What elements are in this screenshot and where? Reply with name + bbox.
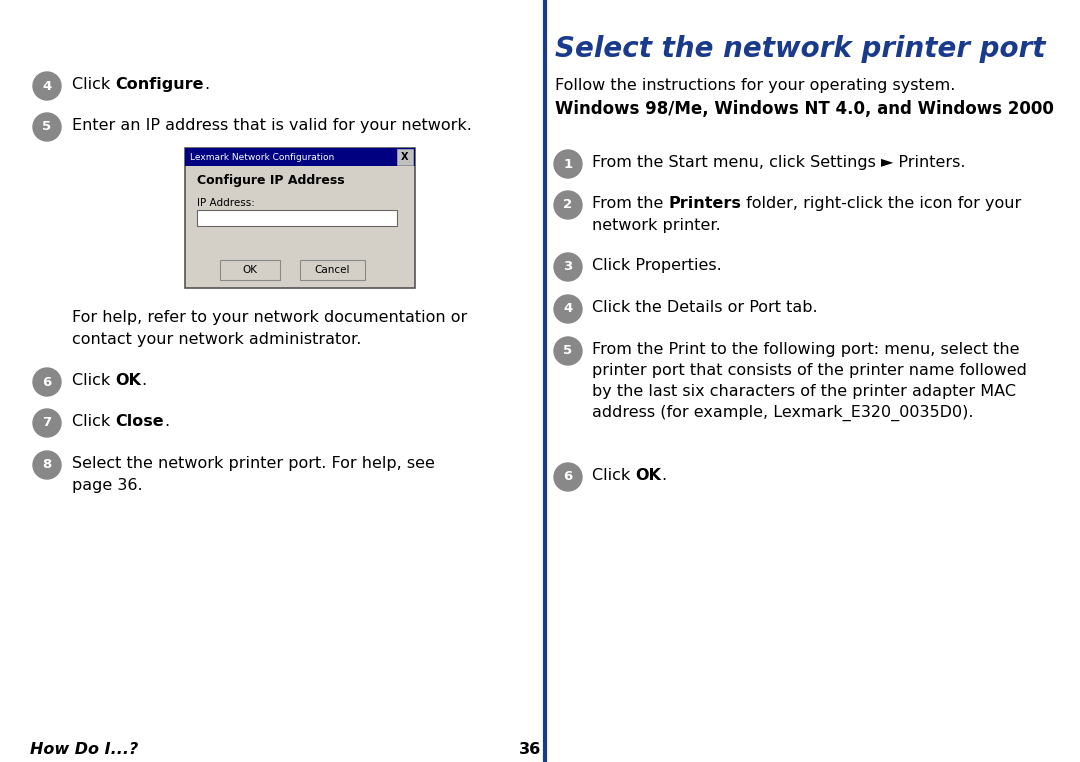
Text: 36: 36 bbox=[518, 742, 541, 757]
Text: IP Address:: IP Address: bbox=[197, 198, 255, 208]
Text: For help, refer to your network documentation or: For help, refer to your network document… bbox=[72, 310, 468, 325]
Text: Printers: Printers bbox=[669, 196, 741, 211]
Text: folder, right-click the icon for your: folder, right-click the icon for your bbox=[741, 196, 1022, 211]
Text: .: . bbox=[204, 77, 210, 92]
Circle shape bbox=[554, 191, 582, 219]
Circle shape bbox=[554, 337, 582, 365]
Bar bbox=[187, 166, 413, 286]
Text: Click: Click bbox=[72, 373, 116, 388]
Text: 6: 6 bbox=[42, 376, 52, 389]
Text: How Do I...?: How Do I...? bbox=[30, 742, 138, 757]
Text: Cancel: Cancel bbox=[314, 265, 350, 275]
Bar bbox=[397, 149, 413, 165]
Text: Windows 98/Me, Windows NT 4.0, and Windows 2000: Windows 98/Me, Windows NT 4.0, and Windo… bbox=[555, 100, 1054, 118]
Bar bbox=[220, 260, 280, 280]
Text: Close: Close bbox=[116, 414, 164, 429]
Text: Click: Click bbox=[72, 414, 116, 429]
Circle shape bbox=[554, 295, 582, 323]
Text: printer port that consists of the printer name followed: printer port that consists of the printe… bbox=[592, 363, 1027, 378]
Text: From the Start menu, click Settings ► Printers.: From the Start menu, click Settings ► Pr… bbox=[592, 155, 966, 170]
Text: network printer.: network printer. bbox=[592, 218, 720, 233]
Bar bbox=[197, 210, 397, 226]
Text: 2: 2 bbox=[564, 198, 572, 212]
Text: contact your network administrator.: contact your network administrator. bbox=[72, 332, 362, 347]
Text: OK: OK bbox=[243, 265, 257, 275]
Text: 3: 3 bbox=[564, 261, 572, 274]
Text: Click: Click bbox=[72, 77, 116, 92]
Text: .: . bbox=[141, 373, 147, 388]
Text: page 36.: page 36. bbox=[72, 478, 143, 493]
Text: 4: 4 bbox=[564, 303, 572, 315]
Text: 5: 5 bbox=[564, 344, 572, 357]
Circle shape bbox=[554, 150, 582, 178]
Text: by the last six characters of the printer adapter MAC: by the last six characters of the printe… bbox=[592, 384, 1016, 399]
Text: X: X bbox=[402, 152, 408, 162]
Text: Lexmark Network Configuration: Lexmark Network Configuration bbox=[190, 152, 334, 162]
Circle shape bbox=[33, 113, 60, 141]
Circle shape bbox=[554, 463, 582, 491]
Text: .: . bbox=[164, 414, 170, 429]
Circle shape bbox=[33, 72, 60, 100]
Text: Select the network printer port. For help, see: Select the network printer port. For hel… bbox=[72, 456, 435, 471]
Text: Click: Click bbox=[592, 468, 635, 483]
Text: Follow the instructions for your operating system.: Follow the instructions for your operati… bbox=[555, 78, 956, 93]
Text: Select the network printer port: Select the network printer port bbox=[555, 35, 1045, 63]
Bar bbox=[185, 148, 415, 166]
Text: 6: 6 bbox=[564, 470, 572, 484]
Text: OK: OK bbox=[635, 468, 661, 483]
Text: .: . bbox=[661, 468, 666, 483]
Text: address (for example, Lexmark_E320_0035D0).: address (for example, Lexmark_E320_0035D… bbox=[592, 405, 973, 421]
Text: 7: 7 bbox=[42, 417, 52, 430]
Circle shape bbox=[554, 253, 582, 281]
Text: Configure IP Address: Configure IP Address bbox=[197, 174, 345, 187]
Text: 1: 1 bbox=[564, 158, 572, 171]
Text: Enter an IP address that is valid for your network.: Enter an IP address that is valid for yo… bbox=[72, 118, 472, 133]
Text: 8: 8 bbox=[42, 459, 52, 472]
Text: 5: 5 bbox=[42, 120, 52, 133]
Text: Click Properties.: Click Properties. bbox=[592, 258, 721, 273]
Circle shape bbox=[33, 451, 60, 479]
Text: From the Print to the following port: menu, select the: From the Print to the following port: me… bbox=[592, 342, 1020, 357]
Text: Configure: Configure bbox=[116, 77, 204, 92]
Text: From the: From the bbox=[592, 196, 669, 211]
Bar bbox=[185, 148, 415, 288]
Circle shape bbox=[33, 409, 60, 437]
Text: OK: OK bbox=[116, 373, 141, 388]
Bar bbox=[300, 260, 365, 280]
Text: 4: 4 bbox=[42, 79, 52, 92]
Text: Click the Details or Port tab.: Click the Details or Port tab. bbox=[592, 300, 818, 315]
Circle shape bbox=[33, 368, 60, 396]
